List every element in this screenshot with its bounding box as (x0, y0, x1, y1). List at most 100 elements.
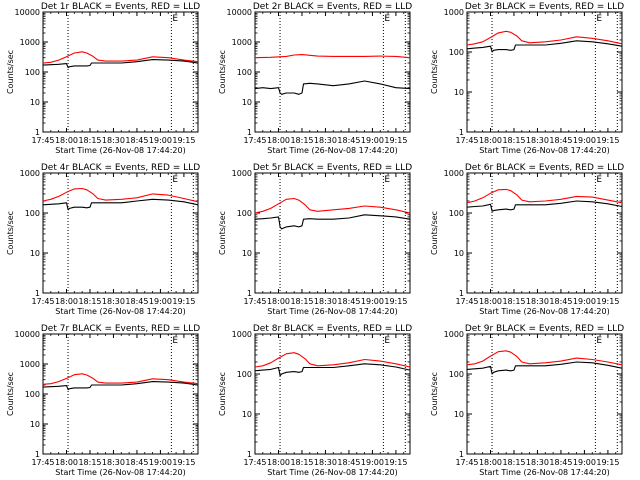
lld-rate-line (466, 30, 623, 46)
y-tick-label: 10 (242, 410, 252, 419)
plot-frame (254, 172, 411, 294)
events-rate-line (42, 381, 199, 391)
events-rate-line (254, 214, 411, 230)
plot-frame (466, 333, 623, 455)
x-axis-label: Start Time (26-Nov-08 17:44:20) (267, 468, 397, 477)
x-tick-label: 18:30 (526, 136, 549, 145)
panel-title: Det 9r BLACK = Events, RED = LLD (465, 324, 624, 334)
y-tick-label: 1000 (20, 169, 40, 178)
x-tick-label: 18:00 (267, 297, 290, 306)
x-tick-label: 17:45 (455, 458, 478, 467)
x-tick-label: 19:00 (361, 458, 384, 467)
x-tick-label: 18:15 (502, 297, 525, 306)
detector-panel-9: Det 9r BLACK = Events, RED = LLD 1 10 100 10… (430, 324, 624, 477)
plot-frame (42, 172, 199, 294)
y-tick-label: 1 (35, 450, 40, 459)
x-tick-label: 18:15 (78, 297, 101, 306)
y-axis-label: Counts/sec (218, 211, 227, 255)
y-tick-label: 1 (35, 128, 40, 137)
y-axis-label: Counts/sec (430, 50, 439, 94)
e-annotation: E (384, 14, 390, 24)
x-tick-label: 17:45 (243, 136, 266, 145)
x-tick-label: 18:30 (102, 136, 125, 145)
x-tick-label: 17:45 (31, 458, 54, 467)
x-axis-label: Start Time (26-Nov-08 17:44:20) (479, 468, 609, 477)
e-annotation: E (596, 336, 602, 346)
y-tick-label: 1000 (444, 330, 464, 339)
events-rate-line (254, 363, 411, 377)
panel-title: Det 4r BLACK = Events, RED = LLD (41, 163, 200, 173)
x-axis-label: Start Time (26-Nov-08 17:44:20) (267, 146, 397, 155)
y-tick-label: 10000 (227, 8, 252, 17)
x-tick-label: 18:45 (337, 458, 360, 467)
detector-panel-6: Det 6r BLACK = Events, RED = LLD 1 10 100 10… (430, 163, 624, 316)
x-tick-label: 19:15 (172, 297, 195, 306)
y-tick-label: 100 (449, 209, 464, 218)
y-tick-label: 1 (247, 450, 252, 459)
y-tick-label: 100 (449, 370, 464, 379)
x-tick-label: 19:15 (384, 136, 407, 145)
y-tick-label: 10 (30, 249, 40, 258)
plot-frame (254, 333, 411, 455)
e-annotation: E (172, 175, 178, 185)
x-tick-label: 19:00 (573, 458, 596, 467)
lld-rate-line (466, 188, 623, 204)
y-tick-label: 1000 (444, 8, 464, 17)
x-tick-label: 17:45 (243, 297, 266, 306)
lld-rate-line (42, 373, 199, 385)
y-tick-label: 1 (459, 289, 464, 298)
x-tick-label: 18:00 (55, 297, 78, 306)
x-axis-label: Start Time (26-Nov-08 17:44:20) (55, 468, 185, 477)
y-tick-label: 100 (25, 390, 40, 399)
panel-grid: Det 1r BLACK = Events, RED = LLD 1 10 100 10… (6, 2, 624, 477)
x-tick-label: 18:15 (290, 136, 313, 145)
y-tick-label: 1 (459, 450, 464, 459)
detector-panel-7: Det 7r BLACK = Events, RED = LLD 1 10 100 10… (6, 324, 200, 477)
x-tick-label: 18:30 (314, 458, 337, 467)
x-tick-label: 19:00 (149, 297, 172, 306)
x-tick-label: 18:15 (78, 458, 101, 467)
y-axis-label: Counts/sec (6, 50, 15, 94)
detector-panel-3: Det 3r BLACK = Events, RED = LLD 1 10 100 10… (430, 2, 624, 155)
panel-title: Det 2r BLACK = Events, RED = LLD (253, 2, 412, 12)
x-axis-label: Start Time (26-Nov-08 17:44:20) (479, 146, 609, 155)
detector-panel-4: Det 4r BLACK = Events, RED = LLD 1 10 100 10… (6, 163, 200, 316)
lld-rate-line (466, 350, 623, 366)
panel-title: Det 5r BLACK = Events, RED = LLD (253, 163, 412, 173)
y-tick-label: 10 (242, 98, 252, 107)
x-tick-label: 19:15 (384, 458, 407, 467)
x-tick-label: 18:00 (55, 458, 78, 467)
x-tick-label: 19:15 (596, 297, 619, 306)
e-annotation: E (384, 175, 390, 185)
panel-title: Det 8r BLACK = Events, RED = LLD (253, 324, 412, 334)
lld-rate-line (42, 187, 199, 203)
x-tick-label: 19:15 (384, 297, 407, 306)
lld-rate-line (42, 51, 199, 64)
x-tick-label: 18:30 (102, 297, 125, 306)
x-tick-label: 19:00 (361, 136, 384, 145)
y-tick-label: 100 (237, 209, 252, 218)
events-rate-line (466, 40, 623, 53)
y-axis-label: Counts/sec (6, 372, 15, 416)
lld-rate-line (254, 352, 411, 368)
y-tick-label: 1000 (232, 330, 252, 339)
x-tick-label: 18:00 (267, 136, 290, 145)
y-tick-label: 1000 (20, 38, 40, 47)
x-tick-label: 19:15 (172, 136, 195, 145)
y-tick-label: 1000 (232, 38, 252, 47)
x-tick-label: 17:45 (243, 458, 266, 467)
y-axis-label: Counts/sec (430, 372, 439, 416)
y-tick-label: 10 (242, 249, 252, 258)
e-annotation: E (596, 175, 602, 185)
x-tick-label: 18:45 (125, 136, 148, 145)
e-annotation: E (172, 14, 178, 24)
y-tick-label: 10 (30, 98, 40, 107)
x-axis-label: Start Time (26-Nov-08 17:44:20) (55, 146, 185, 155)
events-rate-line (42, 59, 199, 69)
y-axis-label: Counts/sec (430, 211, 439, 255)
x-tick-label: 18:45 (549, 297, 572, 306)
x-tick-label: 18:15 (290, 297, 313, 306)
detector-panel-1: Det 1r BLACK = Events, RED = LLD 1 10 100 10… (6, 2, 200, 155)
